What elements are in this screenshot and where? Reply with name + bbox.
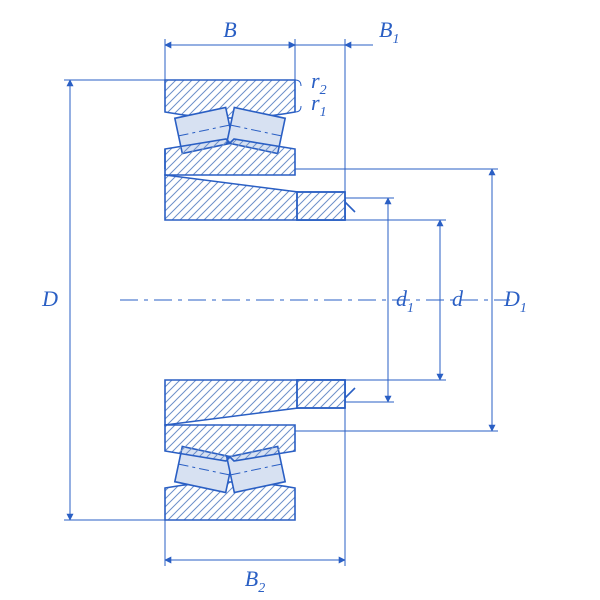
label-B1: B1 (379, 17, 399, 47)
label-d1: d1 (396, 286, 414, 316)
bearing-diagram: Ddd1D1BB1B2r2r1 (0, 0, 600, 600)
label-d: d (452, 286, 464, 311)
label-B: B (223, 17, 236, 42)
label-B2: B2 (245, 566, 265, 596)
label-D1: D1 (503, 286, 527, 316)
label-D: D (41, 286, 58, 311)
